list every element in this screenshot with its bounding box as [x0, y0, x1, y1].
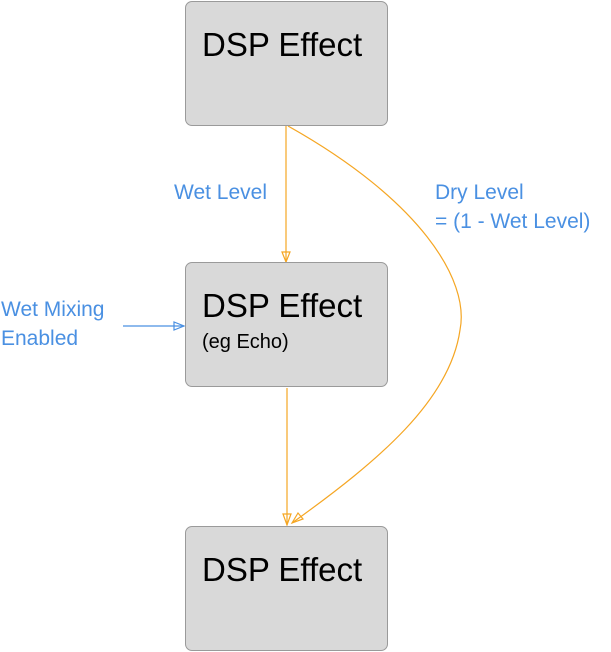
arrowhead: [281, 251, 291, 264]
wet-level-label: Wet Level: [174, 181, 267, 204]
node-dsp-effect-1: DSP Effect: [185, 1, 388, 126]
node-title: DSP Effect: [202, 287, 363, 324]
dry-level-label-2: = (1 - Wet Level): [435, 210, 591, 233]
edge-dry: [287, 125, 462, 524]
wet-mixing-label-1: Wet Mixing: [1, 298, 105, 321]
node-subtitle: (eg Echo): [202, 331, 289, 353]
node-title: DSP Effect: [202, 551, 363, 588]
arrowhead: [290, 511, 305, 525]
wet-mixing-label-2: Enabled: [1, 327, 79, 350]
node-dsp-effect-2: DSP Effect (eg Echo): [185, 262, 388, 387]
arrowhead: [282, 513, 292, 527]
node-title: DSP Effect: [202, 26, 363, 63]
dry-level-label-1: Dry Level: [435, 181, 524, 204]
node-dsp-effect-3: DSP Effect: [185, 526, 388, 651]
arrowhead: [173, 321, 186, 331]
